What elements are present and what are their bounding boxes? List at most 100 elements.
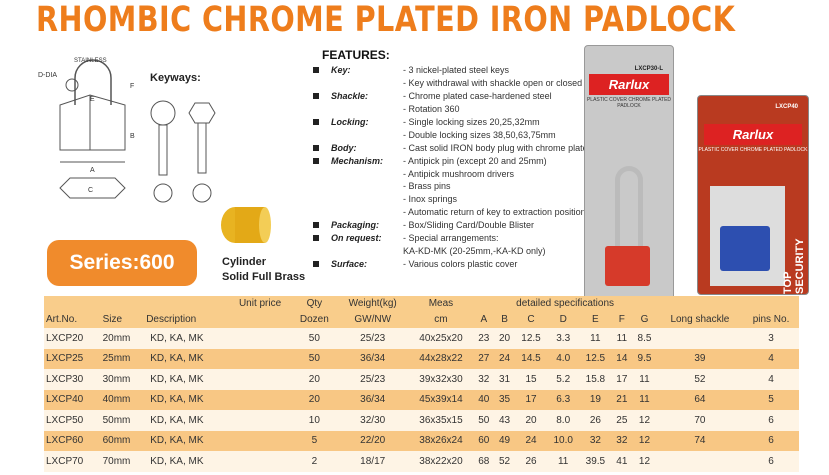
feature-value: - Antipick mushroom drivers [403,168,515,179]
feature-row: - Rotation 360 [310,103,593,116]
bullet-icon [313,222,319,229]
feature-label: On request: [331,233,382,244]
bullet-icon [313,260,319,267]
table-cell: 5 [768,394,774,406]
feature-value: - Brass pins [403,181,451,192]
table-cell: 26 [525,455,537,467]
table-cell: 24 [498,353,511,365]
feature-label: Locking: [331,117,369,127]
table-cell: 25/23 [360,332,386,344]
feature-row: Packaging: - Box/Sliding Card/Double Blis… [310,219,593,232]
svg-text:C: C [88,187,93,194]
feature-value: - Rotation 360 [403,104,460,115]
table-cell: 39.5 [585,455,606,467]
table-cell: 30mm [102,373,131,385]
table-cell [657,451,743,472]
table-cell: 31 [498,373,511,385]
table-cell: 12 [638,414,651,426]
table-cell: LXCP30 [46,373,84,385]
table-cell: 12.5 [585,353,606,365]
table-row: LXCP20 20mm KD, KA, MK 50 25/23 40x25x20 23 20 1… [44,328,799,349]
table-cell: 6.3 [556,394,571,406]
table-cell: 40 [478,394,490,406]
table-cell: 2 [311,455,318,467]
feature-value: - Single locking sizes 20,25,32mm [403,117,540,127]
table-cell: LXCP40 [46,394,84,406]
table-cell: 12 [638,455,651,467]
table-cell: 23 [478,332,490,344]
table-cell: 18/17 [360,455,386,467]
table-cell: 35 [498,394,511,406]
feature-value: - Box/Sliding Card/Double Blister [403,220,535,231]
table-cell: 4 [768,353,774,365]
table-cell: 50 [308,332,320,344]
feature-value: KA-KD-MK (20-25mm,-KA-KD only) [403,245,546,256]
features-list: FEATURES: Key: - 3 nickel-plated steel ke… [310,48,593,270]
table-cell: 6 [768,455,774,467]
d-dia-label: D-DIA [38,72,57,79]
feature-value: - Special arrangements: [403,233,499,244]
table-cell: 12.5 [521,332,541,344]
svg-text:A: A [90,167,95,174]
table-cell: 17 [616,373,628,385]
table-cell: 70 [694,414,706,426]
table-cell: 38x22x20 [419,455,463,467]
bullet-icon [313,157,319,164]
table-cell: 6 [768,435,774,447]
table-cell: 5 [311,435,318,447]
table-cell: 38x26x24 [419,435,463,447]
table-cell: LXCP50 [46,414,84,426]
table-cell: 32 [616,435,628,447]
table-cell [228,328,291,349]
table-cell: 11 [639,373,650,385]
feature-row: Locking: - Single locking sizes 20,25,32m… [310,116,593,129]
bullet-icon [313,93,319,100]
keyways-icon [150,100,216,203]
table-cell: LXCP25 [46,353,84,365]
feature-row: Shackle: - Chrome plated case-hardened st… [310,90,593,103]
table-cell: 15.8 [585,373,606,385]
table-cell: 12 [638,435,651,447]
table-cell: 8.0 [556,414,571,426]
feature-value: - Cast solid IRON body plug with chrome … [403,142,593,153]
feature-row: Body: - Cast solid IRON body plug with ch… [310,141,593,154]
cylinder-caption: Cylinder Solid Full Brass [222,256,306,283]
table-cell: KD, KA, MK [150,394,204,406]
bullet-icon [313,67,319,74]
feature-value: - Various colors plastic cover [403,258,518,269]
package-code: LXCP40 [775,104,798,110]
svg-text:STAINLESS: STAINLESS [74,58,107,64]
table-cell [228,369,291,390]
table-cell: LXCP60 [46,435,84,447]
page-title: RHOMBIC CHROME PLATED IRON PADLOCK [36,0,736,40]
table-cell: 14.5 [521,353,541,365]
brass-cylinder-icon [221,207,271,243]
keyways-label: Keyways: [150,72,201,84]
table-cell: 50mm [102,414,131,426]
table-cell: 45x39x14 [419,394,463,406]
table-cell: 32/30 [360,414,386,426]
table-cell: 3 [768,332,774,344]
series-badge: Series:600 [47,240,197,286]
table-cell: 60mm [102,435,131,447]
table-cell [228,410,291,431]
table-cell: 26 [589,414,601,426]
table-row: LXCP70 70mm KD, KA, MK 2 18/17 38x22x20 68 52 26… [44,451,799,472]
table-cell: 8.5 [637,332,652,344]
table-cell: KD, KA, MK [150,435,204,447]
table-cell: 49 [498,435,511,447]
table-cell: 36/34 [360,353,386,365]
feature-value: - 3 nickel-plated steel keys [403,65,510,76]
specifications-table: Unit price Qty Weight(kg) Meas detailed sp… [44,296,799,472]
table-cell: 20mm [102,332,131,344]
table-cell: 4.0 [556,353,571,365]
feature-row: - Brass pins [310,180,593,193]
table-cell: 20 [498,332,511,344]
table-cell: 22/20 [360,435,386,447]
feature-row: KA-KD-MK (20-25mm,-KA-KD only) [310,244,593,257]
feature-row: - Automatic return of key to extraction … [310,206,593,219]
table-cell: 20 [525,414,537,426]
feature-row: Key: - 3 nickel-plated steel keys [310,64,593,77]
table-cell: 25mm [102,353,131,365]
